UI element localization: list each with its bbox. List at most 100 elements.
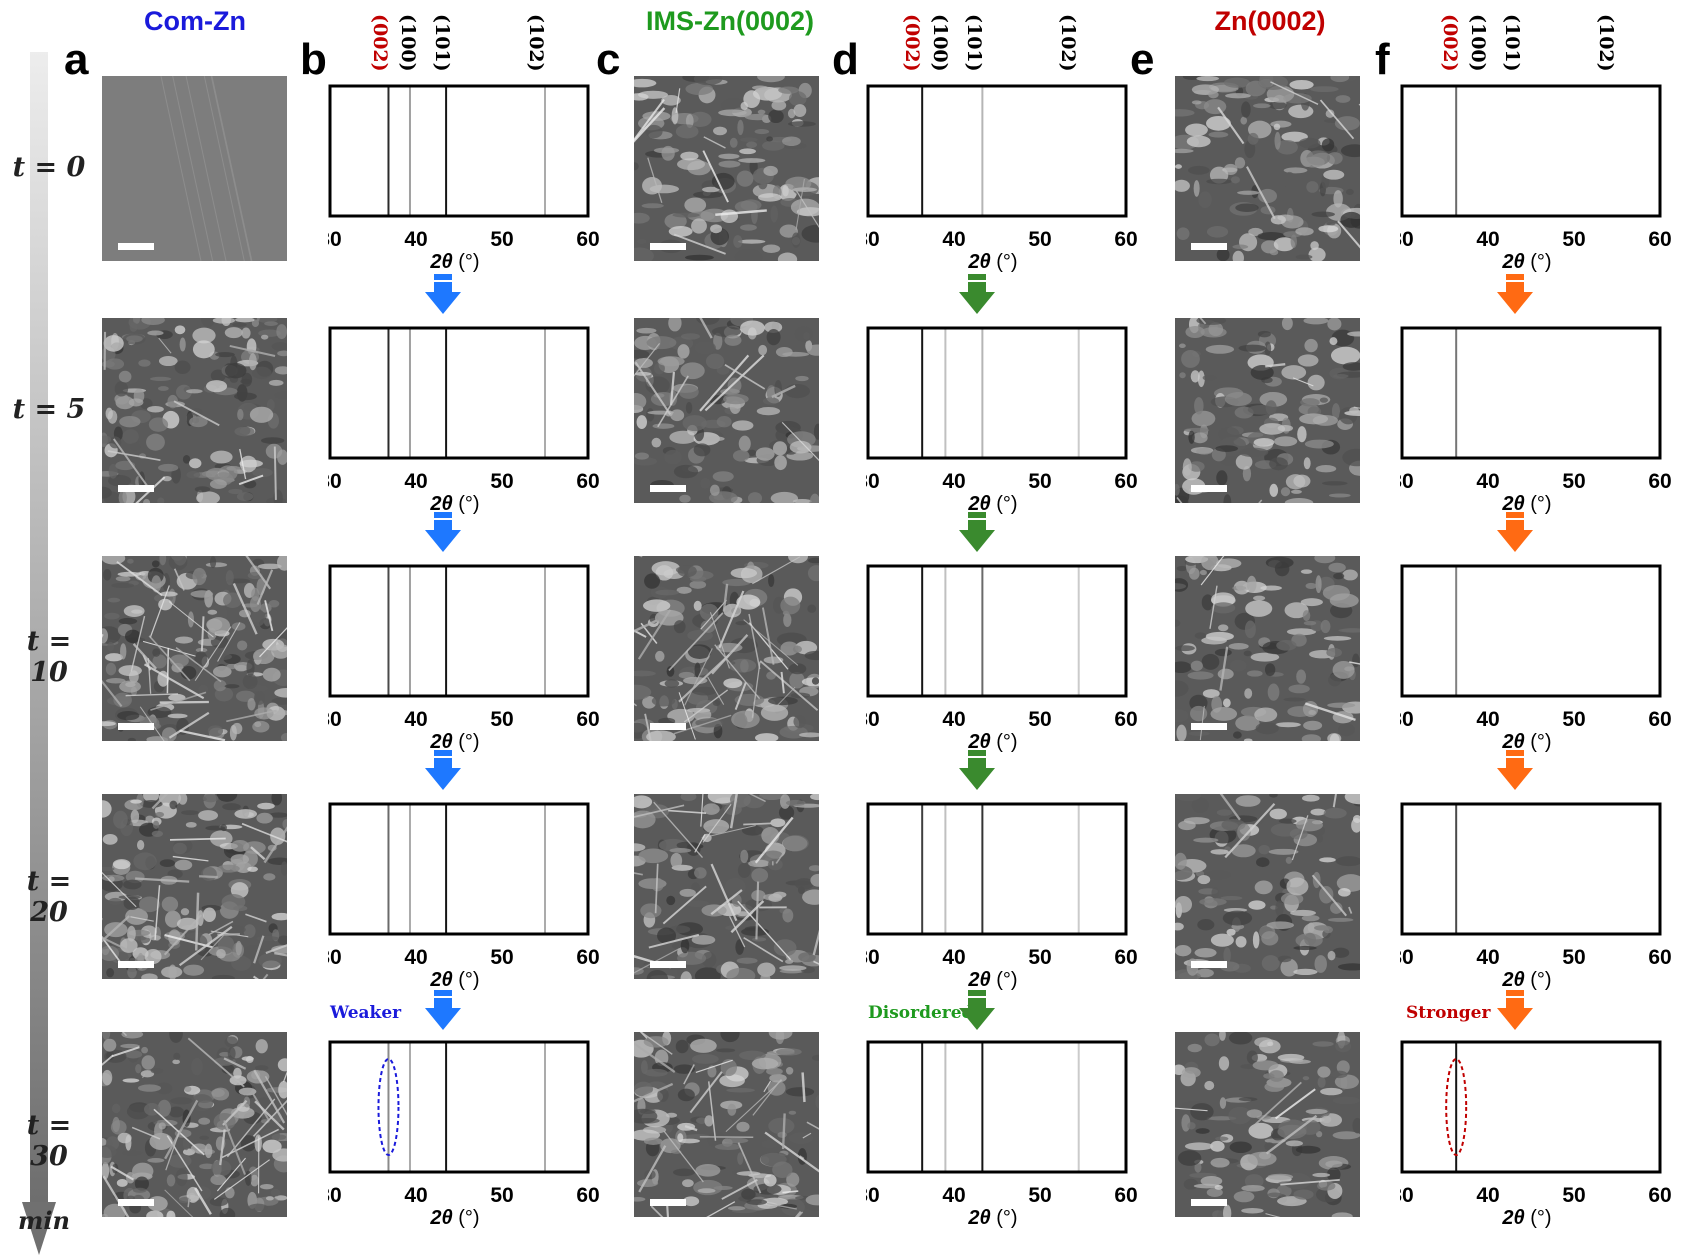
xrd-plot-f-t4: 30 40 50 60 2θ (°) bbox=[1400, 1040, 1672, 1229]
x-tick-label: 50 bbox=[1562, 708, 1585, 731]
sem-image-zn0002-t3 bbox=[1175, 794, 1360, 979]
peak-labels-d: (002) (100) (101) (102) bbox=[901, 14, 1092, 74]
x-tick-label: 30 bbox=[1400, 1184, 1414, 1207]
down-arrow-icon bbox=[425, 274, 461, 314]
xrd-plot-d-t0: 30 40 50 60 2θ (°) bbox=[866, 84, 1138, 273]
column-title-zn0002: Zn(0002) bbox=[1214, 6, 1326, 36]
x-tick-label: 30 bbox=[328, 1184, 342, 1207]
x-tick-label: 50 bbox=[1562, 470, 1585, 493]
panel-letter-a: a bbox=[64, 35, 89, 84]
x-tick-label: 60 bbox=[1114, 228, 1137, 251]
down-arrow-icon bbox=[425, 512, 461, 552]
panel-letter-b: b bbox=[300, 35, 327, 84]
x-tick-label: 50 bbox=[1028, 470, 1051, 493]
scale-bar bbox=[1191, 961, 1227, 968]
x-tick-label: 40 bbox=[1476, 1184, 1499, 1207]
time-axis-arrow bbox=[22, 52, 56, 1255]
sem-image-ims-zn-t1 bbox=[634, 318, 819, 503]
sem-image-com-zn-t2 bbox=[102, 556, 287, 741]
annotation-weaker: Weaker bbox=[330, 1003, 402, 1023]
x-tick-label: 50 bbox=[490, 708, 513, 731]
scale-bar bbox=[650, 243, 686, 250]
peak-label-101: (101) bbox=[1501, 14, 1523, 72]
plot-frame bbox=[1400, 564, 1662, 698]
scale-bar bbox=[118, 1199, 154, 1206]
plot-frame bbox=[866, 564, 1128, 698]
x-tick-label: 30 bbox=[328, 708, 342, 731]
x-axis-label: 2θ (°) bbox=[967, 1207, 1017, 1229]
down-arrow-icon bbox=[959, 274, 995, 314]
down-arrow-icon bbox=[959, 512, 995, 552]
peak-label-102: (102) bbox=[1057, 14, 1079, 72]
x-tick-label: 30 bbox=[328, 228, 342, 251]
plot-frame bbox=[1400, 326, 1662, 460]
x-tick-label: 40 bbox=[404, 470, 427, 493]
x-tick-label: 50 bbox=[1562, 946, 1585, 969]
xrd-plot-b-t1: 30 40 50 60 2θ (°) bbox=[328, 326, 600, 515]
x-tick-label: 30 bbox=[866, 708, 880, 731]
x-tick-label: 40 bbox=[404, 1184, 427, 1207]
xrd-plot-b-t2: 30 40 50 60 2θ (°) bbox=[328, 564, 600, 753]
sem-image-com-zn-t4 bbox=[102, 1032, 287, 1217]
xrd-plot-f-t0: 30 40 50 60 2θ (°) bbox=[1400, 84, 1672, 273]
down-arrow-icon bbox=[425, 990, 461, 1030]
x-axis-label: 2θ (°) bbox=[967, 969, 1017, 991]
sem-image-com-zn-t0 bbox=[102, 76, 287, 261]
plot-frame bbox=[328, 326, 590, 460]
time-label-0: t = 0 bbox=[12, 152, 86, 183]
x-tick-label: 60 bbox=[1648, 228, 1671, 251]
x-tick-label: 40 bbox=[942, 946, 965, 969]
scale-bar bbox=[1191, 485, 1227, 492]
x-axis-label: 2θ (°) bbox=[1501, 969, 1551, 991]
x-tick-label: 60 bbox=[1648, 1184, 1671, 1207]
x-axis-label: 2θ (°) bbox=[967, 731, 1017, 753]
x-tick-label: 60 bbox=[1114, 1184, 1137, 1207]
plot-frame bbox=[866, 326, 1128, 460]
plot-frame bbox=[866, 802, 1128, 936]
time-label-10: t = 10 bbox=[26, 626, 72, 688]
annotation-stronger: Stronger bbox=[1406, 1003, 1491, 1023]
plot-frame bbox=[328, 84, 590, 218]
peak-label-100: (100) bbox=[397, 14, 419, 72]
plot-frame bbox=[1400, 802, 1662, 936]
x-tick-label: 30 bbox=[866, 470, 880, 493]
x-tick-label: 40 bbox=[1476, 470, 1499, 493]
x-tick-label: 50 bbox=[1028, 946, 1051, 969]
x-tick-label: 40 bbox=[404, 946, 427, 969]
x-tick-label: 60 bbox=[1648, 708, 1671, 731]
peak-label-002: (002) bbox=[1439, 14, 1461, 72]
x-tick-label: 60 bbox=[1648, 470, 1671, 493]
scale-bar bbox=[118, 243, 154, 250]
x-tick-label: 40 bbox=[942, 228, 965, 251]
x-tick-label: 30 bbox=[1400, 470, 1414, 493]
x-tick-label: 50 bbox=[490, 470, 513, 493]
xrd-plot-f-t1: 30 40 50 60 2θ (°) bbox=[1400, 326, 1672, 515]
x-tick-label: 60 bbox=[576, 228, 599, 251]
x-tick-label: 30 bbox=[866, 946, 880, 969]
x-axis-label: 2θ (°) bbox=[429, 969, 479, 991]
x-tick-label: 40 bbox=[942, 708, 965, 731]
highlight-ellipse bbox=[377, 1058, 400, 1156]
x-axis-label: 2θ (°) bbox=[1501, 1207, 1551, 1229]
peak-label-102: (102) bbox=[525, 14, 547, 72]
x-tick-label: 50 bbox=[490, 228, 513, 251]
x-tick-label: 60 bbox=[576, 708, 599, 731]
panel-letter-c: c bbox=[596, 35, 621, 84]
peak-labels-f: (002) (100) (101) (102) bbox=[1439, 14, 1630, 74]
xrd-plot-d-t3: 30 40 50 60 2θ (°) bbox=[866, 802, 1138, 991]
peak-label-002: (002) bbox=[901, 14, 923, 72]
x-axis-label: 2θ (°) bbox=[429, 493, 479, 515]
x-axis-label: 2θ (°) bbox=[967, 493, 1017, 515]
x-tick-label: 50 bbox=[1028, 228, 1051, 251]
x-tick-label: 60 bbox=[576, 470, 599, 493]
x-tick-label: 30 bbox=[1400, 708, 1414, 731]
annotation-disordered: Disordered bbox=[868, 1003, 974, 1023]
scale-bar bbox=[118, 485, 154, 492]
scale-bar bbox=[650, 723, 686, 730]
xrd-plot-b-t0: 30 40 50 60 2θ (°) bbox=[328, 84, 600, 273]
xrd-plot-f-t2: 30 40 50 60 2θ (°) bbox=[1400, 564, 1672, 753]
plot-frame bbox=[328, 564, 590, 698]
x-tick-label: 40 bbox=[942, 470, 965, 493]
time-unit-label: min bbox=[18, 1206, 70, 1235]
peak-label-002: (002) bbox=[369, 14, 391, 72]
